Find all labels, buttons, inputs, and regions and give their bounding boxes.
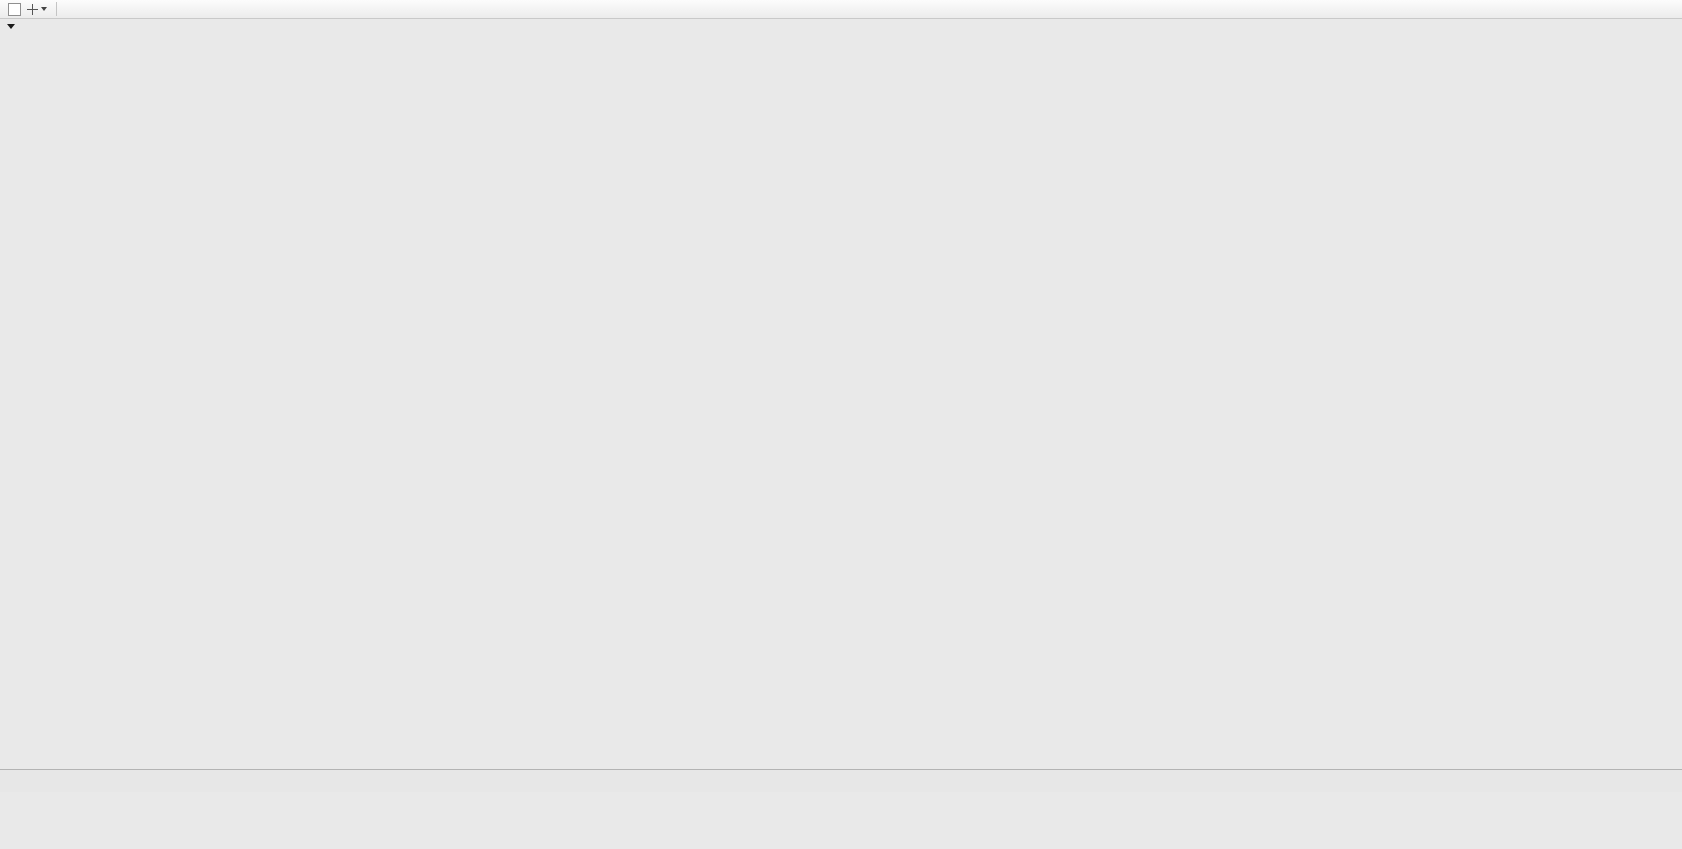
toolbar-separator [56,2,57,16]
text-tool-icon [7,2,21,16]
crosshair-tool-button[interactable] [27,1,47,18]
top-toolbar [0,0,1682,19]
crosshair-icon [27,3,38,15]
chevron-down-icon [41,7,47,11]
chart-tab-bar [0,769,1682,792]
chart-title-overlay [7,24,50,29]
text-tool-button[interactable] [4,1,24,18]
chart-canvas[interactable] [0,0,1682,766]
one-click-trading-expander[interactable] [7,24,15,29]
